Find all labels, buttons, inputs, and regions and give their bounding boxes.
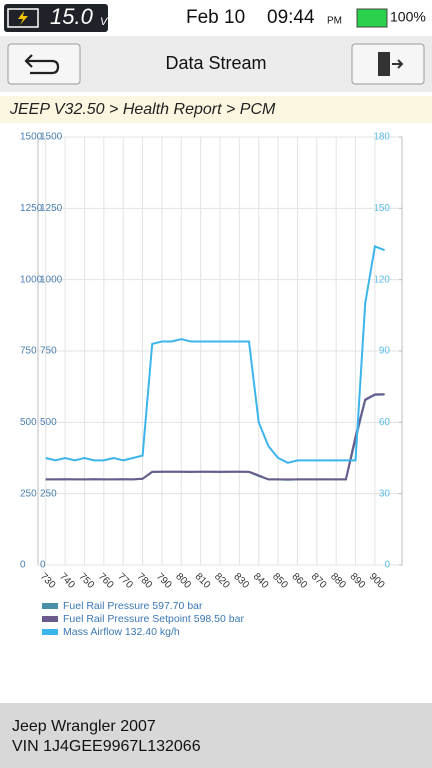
bolt-icon [18,11,28,25]
vin: VIN 1J4GEE9967L132066 [12,738,201,755]
y-tick-label: 1500 [40,132,63,143]
y-tick-label: 1500 [20,132,43,143]
battery-level: 100% [390,9,426,25]
y-tick-label: 0 [20,560,26,571]
header-title: Data Stream [165,53,266,73]
back-icon [24,54,60,75]
legend-label: Mass Airflow 132.40 kg/h [63,626,180,638]
voltage: 15.0 [50,4,94,29]
y-tick-label: 750 [40,346,57,357]
legend-label: Fuel Rail Pressure Setpoint 598.50 bar [63,613,244,625]
battery-icon [7,8,39,28]
legend-swatch [42,629,58,635]
y2-tick-label: 0 [384,560,390,571]
y2-tick-label: 60 [379,417,391,428]
breadcrumb-bar [0,96,432,123]
breadcrumb: JEEP V32.50 > Health Report > PCM [9,101,276,118]
y-tick-label: 500 [20,417,37,428]
legend-label: Fuel Rail Pressure 597.70 bar [63,600,203,612]
y-tick-label: 500 [40,417,57,428]
y2-tick-label: 90 [379,346,391,357]
date: Feb 10 [186,7,245,28]
exit-door [378,52,390,76]
y-tick-label: 1000 [40,274,63,285]
y2-tick-label: 180 [373,132,390,143]
footer-bar [0,703,432,768]
legend-swatch [42,603,58,609]
series-line [45,245,385,464]
y-tick-label: 1000 [20,274,43,285]
vehicle: Jeep Wrangler 2007 [12,718,156,735]
series-line [45,393,385,481]
y-tick-label: 250 [40,488,57,499]
y2-tick-label: 30 [379,488,391,499]
legend-swatch [42,616,58,622]
y-tick-label: 1250 [40,203,63,214]
y2-tick-label: 120 [373,274,390,285]
meridiem: PM [327,16,342,27]
y-tick-label: 250 [20,488,37,499]
voltage-unit: V [100,16,109,28]
phone-battery [356,8,388,28]
y-tick-label: 750 [20,346,37,357]
voltage-badge [4,4,108,32]
time: 09:44 [267,7,315,28]
y-tick-label: 1250 [20,203,43,214]
back-button[interactable] [7,43,81,85]
exit-arrow [392,59,404,69]
y-tick-label: 0 [40,560,46,571]
y2-tick-label: 150 [373,203,390,214]
